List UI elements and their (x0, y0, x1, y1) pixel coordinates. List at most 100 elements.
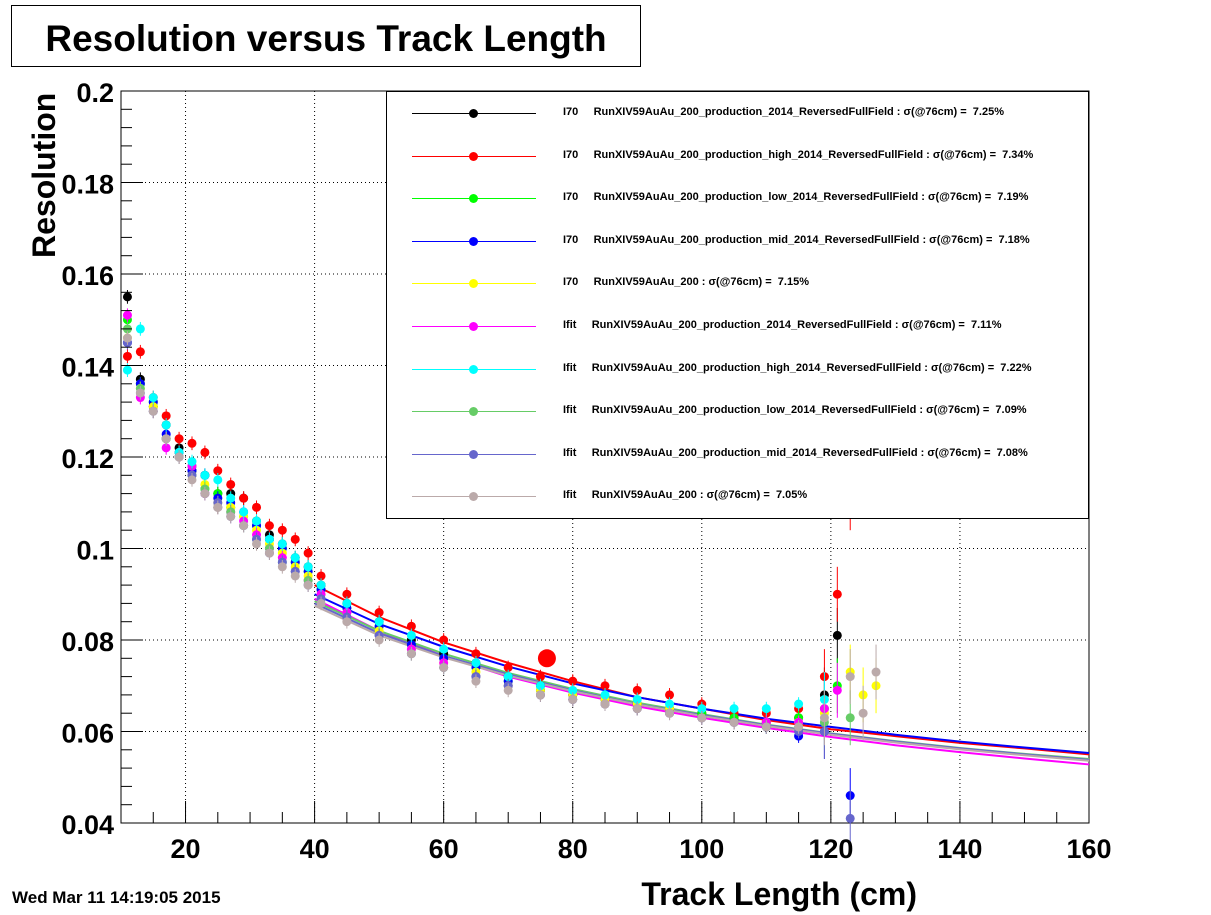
legend-entry: I70 RunXIV59AuAu_200 : σ(@76cm) = 7.15% (387, 274, 1088, 294)
data-point (264, 548, 274, 558)
legend-marker (469, 151, 478, 161)
data-point (503, 662, 513, 672)
data-point (264, 521, 274, 531)
data-point (264, 534, 274, 544)
x-tick-label: 120 (808, 834, 853, 864)
data-point (277, 562, 287, 572)
data-point (316, 571, 326, 581)
legend-label: I70 RunXIV59AuAu_200 : σ(@76cm) = 7.15% (563, 276, 809, 289)
data-point (832, 685, 842, 695)
legend-marker (469, 364, 478, 374)
legend-entry: I70 RunXIV59AuAu_200_production_high_201… (387, 147, 1088, 167)
data-point (239, 521, 249, 531)
data-point (794, 722, 804, 732)
data-point (374, 617, 384, 627)
legend-label: Ifit RunXIV59AuAu_200_production_2014_Re… (563, 319, 1002, 331)
data-point (439, 662, 449, 672)
data-point (845, 672, 855, 682)
data-point (213, 502, 223, 512)
data-point (697, 713, 707, 723)
data-point (568, 685, 578, 695)
data-point (135, 324, 145, 334)
legend-entry: Ifit RunXIV59AuAu_200 : σ(@76cm) = 7.05% (387, 487, 1088, 507)
title-box: Resolution versus Track Length (11, 5, 641, 67)
data-point (213, 475, 223, 485)
data-point (290, 534, 300, 544)
data-point (535, 690, 545, 700)
data-point (832, 630, 842, 640)
data-point (316, 598, 326, 608)
y-tick-label: 0.08 (61, 627, 114, 657)
data-point (239, 507, 249, 517)
data-point (187, 457, 197, 467)
data-point (535, 681, 545, 691)
data-point (600, 690, 610, 700)
x-tick-label: 60 (429, 834, 459, 864)
x-tick-label: 20 (171, 834, 201, 864)
data-point (161, 443, 171, 453)
data-point (252, 539, 262, 549)
data-point (503, 685, 513, 695)
legend-entry: Ifit RunXIV59AuAu_200_production_2014_Re… (387, 317, 1088, 337)
y-tick-label: 0.2 (76, 78, 114, 108)
data-point (471, 658, 481, 668)
x-tick-label: 160 (1066, 834, 1111, 864)
data-point (290, 571, 300, 581)
data-point (122, 333, 132, 343)
data-point (161, 434, 171, 444)
data-point (406, 621, 416, 631)
data-point (135, 347, 145, 357)
legend-label: I70 RunXIV59AuAu_200_production_mid_2014… (563, 233, 1030, 246)
data-point (252, 516, 262, 526)
data-point (122, 351, 132, 361)
data-point (187, 475, 197, 485)
x-tick-label: 100 (679, 834, 724, 864)
data-point (200, 447, 210, 457)
data-point (374, 608, 384, 618)
legend-label: Ifit RunXIV59AuAu_200_production_high_20… (563, 361, 1032, 374)
x-tick-label: 140 (937, 834, 982, 864)
legend-marker (469, 109, 478, 118)
legend-label: Ifit RunXIV59AuAu_200 : σ(@76cm) = 7.05% (563, 489, 808, 502)
data-point (303, 562, 313, 572)
legend-label: Ifit RunXIV59AuAu_200_production_low_201… (563, 404, 1027, 417)
data-point (161, 420, 171, 430)
legend-label: I70 RunXIV59AuAu_200_production_low_2014… (563, 191, 1029, 204)
x-tick-label: 80 (558, 834, 588, 864)
data-point (148, 393, 158, 403)
data-point (122, 365, 132, 375)
data-point (174, 452, 184, 462)
data-point (303, 548, 313, 558)
data-point (632, 694, 642, 704)
data-point (252, 502, 262, 512)
legend-label: I70 RunXIV59AuAu_200_production_2014_Rev… (563, 106, 1004, 118)
legend-marker (469, 449, 478, 459)
data-point (226, 479, 236, 489)
y-tick-label: 0.04 (61, 810, 114, 840)
data-point (406, 649, 416, 659)
data-point (503, 672, 513, 682)
y-tick-label: 0.1 (76, 536, 114, 566)
data-point (439, 644, 449, 654)
data-point (239, 493, 249, 503)
data-point (600, 681, 610, 691)
legend-marker (469, 236, 478, 246)
legend-marker (469, 279, 478, 289)
legend-marker (469, 322, 478, 331)
data-point (697, 704, 707, 714)
legend-marker (469, 407, 478, 417)
legend-entry: Ifit RunXIV59AuAu_200_production_mid_201… (387, 445, 1088, 465)
data-point (665, 699, 675, 709)
data-point (277, 525, 287, 535)
data-point (161, 411, 171, 421)
data-point (568, 694, 578, 704)
data-point (122, 292, 132, 302)
legend-label: I70 RunXIV59AuAu_200_production_high_201… (563, 148, 1034, 161)
data-point (342, 589, 352, 599)
data-point (871, 667, 881, 677)
data-point (226, 493, 236, 503)
y-axis-label: Resolution (26, 93, 62, 258)
legend-entry: I70 RunXIV59AuAu_200_production_low_2014… (387, 189, 1088, 209)
data-point (342, 598, 352, 608)
data-point (342, 617, 352, 627)
